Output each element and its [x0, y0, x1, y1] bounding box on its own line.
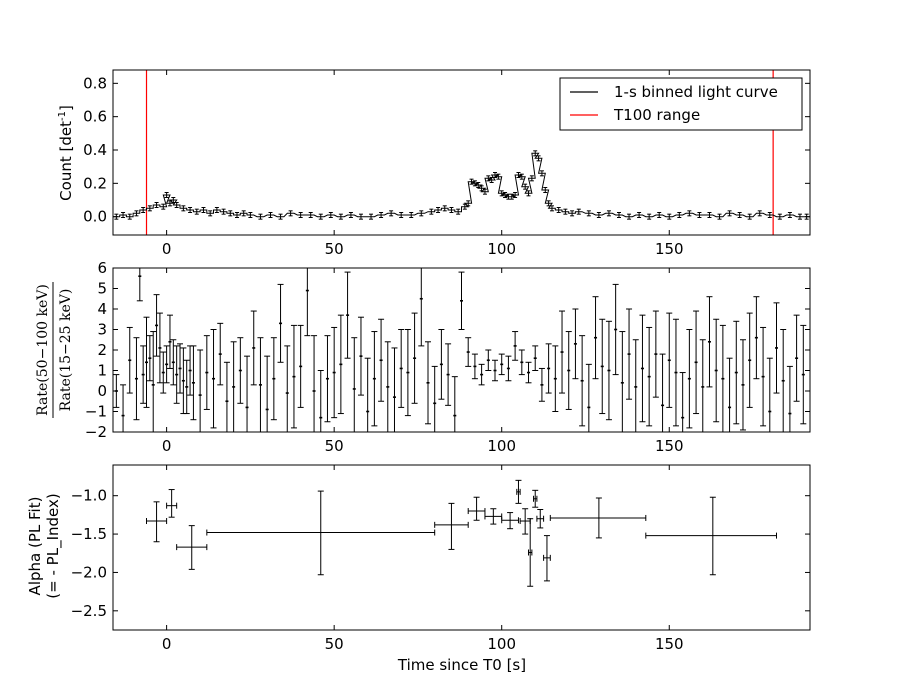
legend-box — [559, 77, 803, 131]
legend: 1-s binned light curve T100 range — [559, 77, 803, 131]
legend-label-light-curve: 1-s binned light curve — [614, 83, 778, 101]
light-curve-ylabel-main: Count [det — [57, 121, 75, 201]
light-curve-ytick-label: 0.2 — [83, 174, 107, 192]
hardness-ratio-ytick-label: −1 — [85, 403, 107, 421]
alpha-xtick-label: 100 — [487, 635, 516, 653]
legend-label-t100: T100 range — [613, 106, 700, 124]
alpha-xtick-label: 0 — [162, 635, 172, 653]
light-curve-ytick-label: 0.6 — [83, 108, 107, 126]
alpha-xtick-label: 50 — [325, 635, 344, 653]
hardness-ratio-xtick-label: 0 — [162, 437, 172, 455]
light-curve-ytick-label: 0.4 — [83, 141, 107, 159]
hardness-ratio-ytick-label: 1 — [97, 362, 107, 380]
light-curve-ylabel: Count [det-1] — [57, 105, 75, 201]
alpha-ytick-label: −1.5 — [71, 525, 107, 543]
alpha-plot-area — [146, 479, 777, 587]
x-axis-label: Time since T0 [s] — [397, 656, 526, 674]
alpha-axes-frame — [112, 464, 811, 631]
light-curve-axes-frame — [112, 69, 811, 236]
hardness-ratio-ytick-label: 5 — [97, 280, 107, 298]
hardness-ratio-ylabel: Rate(50−100 keV) Rate(15−25 keV) — [35, 282, 74, 418]
light-curve-ytick-label: 0.8 — [83, 74, 107, 92]
light-curve-xtick-label: 0 — [162, 240, 172, 258]
alpha-panel: 0 50 100 150 −2.5 −2.0 −1.5 −1.0 — [71, 464, 811, 653]
light-curve-xtick-label: 100 — [487, 240, 516, 258]
hardness-ratio-ylabel-denominator: Rate(15−25 keV) — [58, 289, 74, 412]
hardness-ratio-ytick-label: 0 — [97, 382, 107, 400]
hardness-ratio-ylabel-numerator: Rate(50−100 keV) — [35, 284, 51, 416]
alpha-ytick-label: −1.0 — [71, 487, 107, 505]
hardness-ratio-xtick-label: 50 — [325, 437, 344, 455]
light-curve-ytick-label: 0.0 — [83, 208, 107, 226]
hardness-ratio-ytick-label: −2 — [85, 423, 107, 441]
alpha-ytick-label: −2.0 — [71, 563, 107, 581]
alpha-ylabel-line1: Alpha (PL Fit) — [26, 497, 44, 596]
hardness-ratio-ytick-label: 3 — [97, 321, 107, 339]
light-curve-panel: 0 50 100 150 0.0 0.2 0.4 0.6 0.8 — [83, 69, 811, 258]
light-curve-ylabel-end: ] — [57, 105, 75, 111]
hardness-ratio-ytick-label: 4 — [97, 300, 107, 318]
alpha-ytick-label: −2.5 — [71, 602, 107, 620]
light-curve-xtick-label: 150 — [655, 240, 684, 258]
light-curve-plot-area — [113, 70, 810, 235]
light-curve-ylabel-sup: -1 — [57, 111, 68, 121]
hardness-ratio-ytick-label: 2 — [97, 341, 107, 359]
hardness-ratio-plot-area — [113, 268, 807, 432]
alpha-ylabel-line2: (= - PL_Index) — [44, 493, 63, 598]
hardness-ratio-panel: 0 50 100 150 −2 −1 0 1 2 3 4 5 6 — [85, 259, 811, 455]
alpha-xtick-label: 150 — [655, 635, 684, 653]
hardness-ratio-xtick-label: 100 — [487, 437, 516, 455]
light-curve-xtick-label: 50 — [325, 240, 344, 258]
hardness-ratio-xtick-label: 150 — [655, 437, 684, 455]
hardness-ratio-ytick-label: 6 — [97, 259, 107, 277]
